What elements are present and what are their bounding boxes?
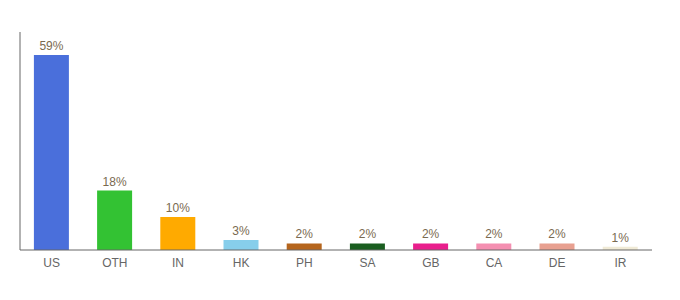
svg-text:18%: 18% [103, 175, 127, 189]
svg-text:IN: IN [172, 256, 184, 270]
svg-text:GB: GB [422, 256, 439, 270]
svg-text:2%: 2% [548, 227, 566, 241]
svg-text:SA: SA [360, 256, 376, 270]
svg-text:US: US [43, 256, 60, 270]
svg-text:2%: 2% [422, 227, 440, 241]
svg-text:59%: 59% [39, 39, 63, 53]
svg-text:PH: PH [296, 256, 313, 270]
svg-text:IR: IR [614, 256, 626, 270]
svg-text:2%: 2% [485, 227, 503, 241]
svg-text:HK: HK [233, 256, 250, 270]
svg-text:3%: 3% [232, 224, 250, 238]
svg-text:2%: 2% [359, 227, 377, 241]
svg-text:CA: CA [486, 256, 503, 270]
svg-text:2%: 2% [296, 227, 314, 241]
svg-text:10%: 10% [166, 201, 190, 215]
svg-text:OTH: OTH [102, 256, 127, 270]
svg-text:DE: DE [549, 256, 566, 270]
svg-text:1%: 1% [612, 231, 630, 245]
